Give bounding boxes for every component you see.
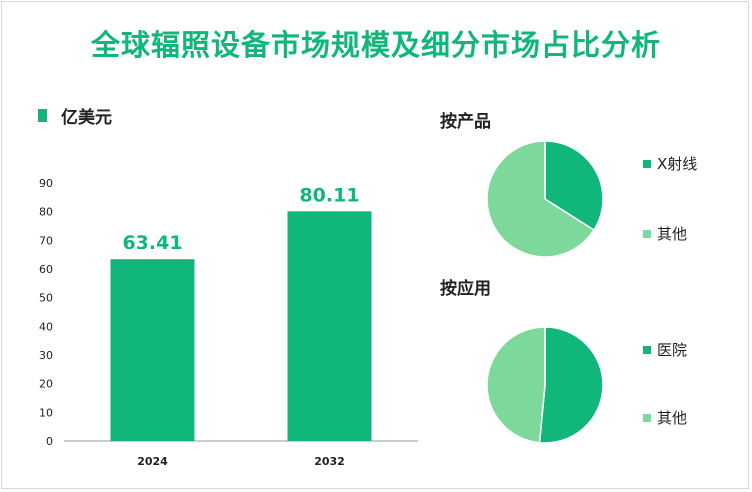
pie-title-application: 按应用 [440,274,491,299]
legend-item-product-1: X射线 [643,153,697,174]
y-tick-label: 30 [39,349,53,362]
y-tick-label: 40 [39,320,53,333]
y-tick-label: 20 [39,378,53,391]
y-tick-label: 60 [39,263,53,276]
legend-swatch [643,230,651,238]
legend-item-application-1: 医院 [643,339,687,360]
x-tick-label: 2024 [137,455,168,468]
legend-label: 医院 [657,339,687,360]
y-tick-label: 80 [39,206,53,219]
legend-swatch [643,346,651,354]
y-tick-label: 70 [39,234,53,247]
bar [288,211,372,441]
y-tick-label: 90 [39,177,53,190]
y-tick-label: 0 [46,435,53,448]
bar [111,259,195,441]
y-tick-label: 50 [39,292,53,305]
pie-slice [487,327,545,443]
pie-slice [540,327,603,443]
bar-value-label: 80.11 [299,184,359,206]
legend-label: X射线 [657,153,697,174]
x-tick-label: 2032 [314,455,345,468]
legend-label: 其他 [657,407,687,428]
y-tick-label: 10 [39,406,53,419]
bar-value-label: 63.41 [122,232,182,254]
legend-label: 其他 [657,223,687,244]
legend-item-application-2: 其他 [643,407,687,428]
legend-swatch [643,160,651,168]
legend-item-product-2: 其他 [643,223,687,244]
legend-swatch [643,414,651,422]
pie-title-product: 按产品 [440,107,491,132]
